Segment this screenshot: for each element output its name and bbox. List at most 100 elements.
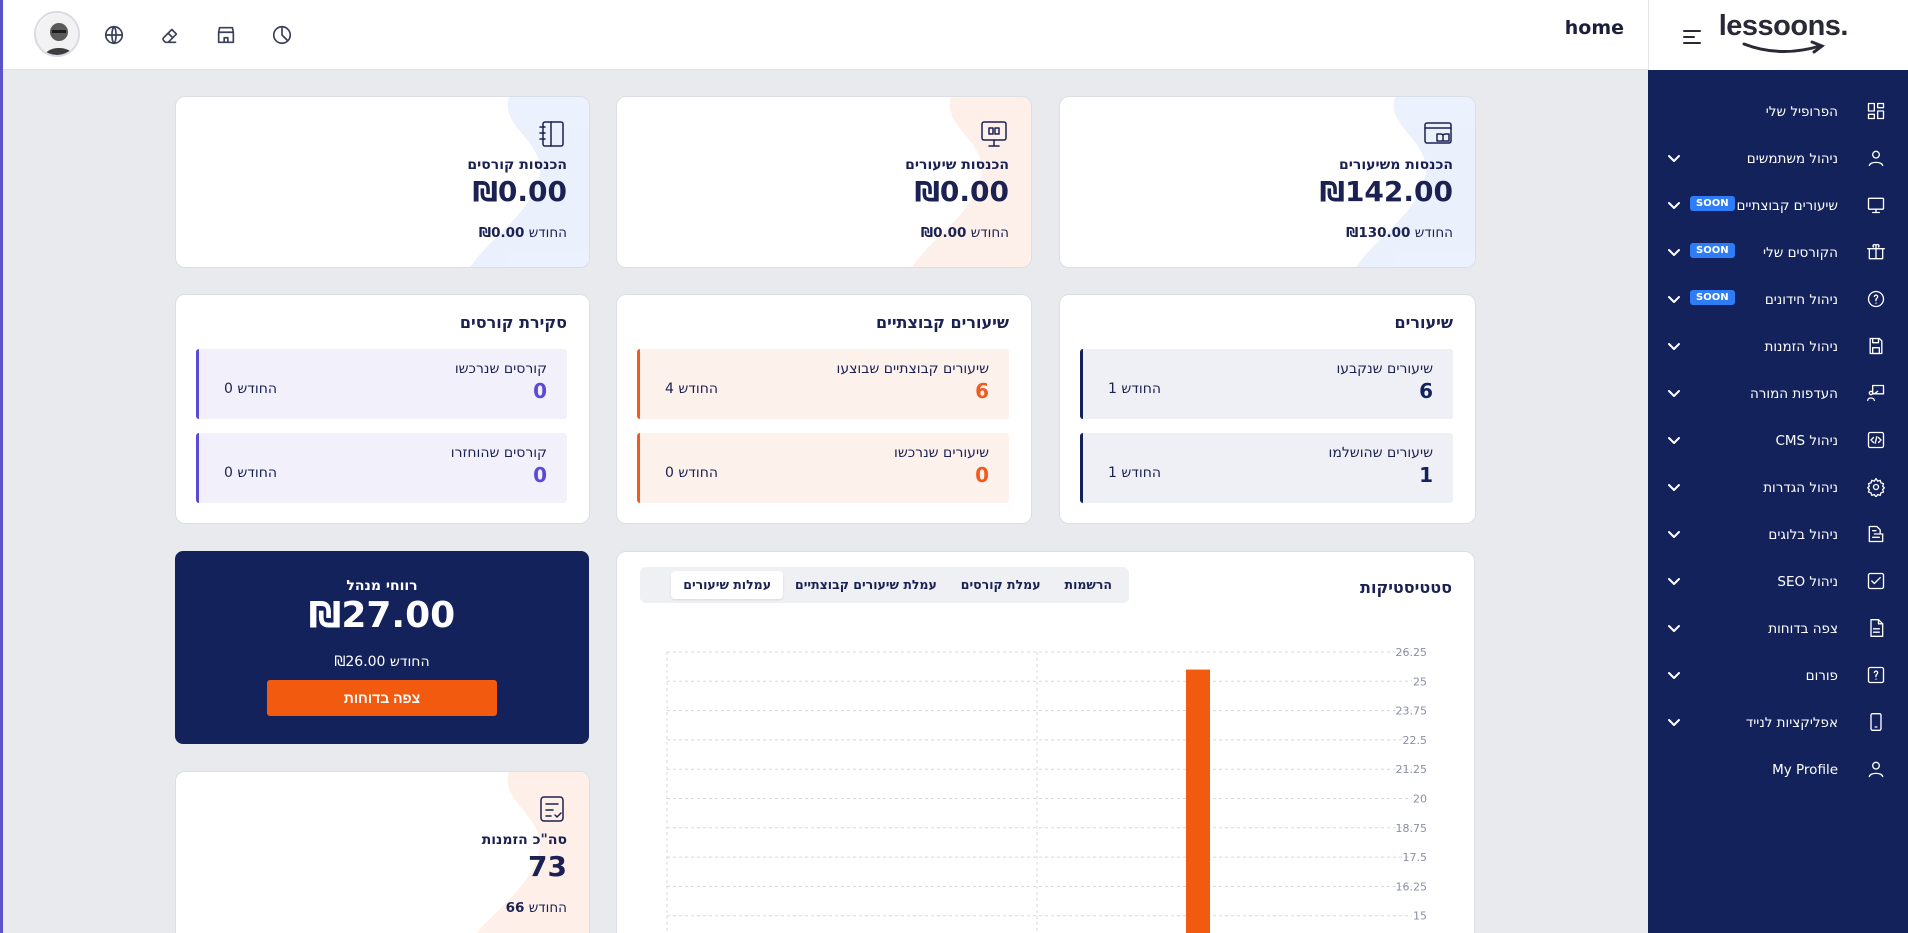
sidebar-item-9[interactable]: ניהול בלוגים xyxy=(1648,511,1908,558)
chevron-down-icon[interactable] xyxy=(1666,526,1682,542)
sidebar-item-label: ניהול CMS xyxy=(1775,432,1838,449)
sidebar-item-label: הפרופיל שלי xyxy=(1765,103,1838,120)
lessons-income-card: הכנסות משיעורים ₪142.00 החודש ₪130.00 xyxy=(1059,96,1476,268)
y-tick-label: 21.25 xyxy=(1396,763,1428,776)
window-edge xyxy=(0,0,3,933)
box-label: שיעורים שנקבעו xyxy=(1336,361,1433,377)
sidebar-item-label: ניהול חידונים xyxy=(1764,291,1838,308)
brand-logo[interactable]: lessoons. xyxy=(1718,10,1849,42)
chevron-down-icon[interactable] xyxy=(1666,432,1682,448)
sidebar-item-3[interactable]: הקורסים שלי SOON xyxy=(1648,229,1908,276)
tab-3[interactable]: הרשמות xyxy=(1064,577,1112,592)
eraser-icon[interactable] xyxy=(157,22,183,48)
avatar[interactable] xyxy=(34,11,80,57)
sidebar-item-label: שיעורים קבוצתיים xyxy=(1736,197,1838,214)
sidebar-item-14[interactable]: My Profile xyxy=(1648,746,1908,793)
chevron-down-icon[interactable] xyxy=(1666,338,1682,354)
file-icon xyxy=(1866,618,1886,638)
y-tick-label: 16.25 xyxy=(1396,880,1428,893)
sidebar-item-5[interactable]: ניהול הזמנות xyxy=(1648,323,1908,370)
tab-1[interactable]: עמלת שיעורים קבוצתיים xyxy=(795,577,937,592)
y-tick-label: 20 xyxy=(1413,793,1427,806)
tab-2[interactable]: עמלת קורסים xyxy=(960,577,1041,592)
profit-value: ₪27.00 xyxy=(308,595,456,636)
box-month: החודש 0 xyxy=(665,465,719,481)
card-decoration xyxy=(470,97,589,267)
sidebar-item-0[interactable]: הפרופיל שלי xyxy=(1648,88,1908,135)
chevron-down-icon[interactable] xyxy=(1666,620,1682,636)
chevron-down-icon[interactable] xyxy=(1666,714,1682,730)
chevron-down-icon[interactable] xyxy=(1666,150,1682,166)
stat-title: סה"כ הזמנות xyxy=(481,832,567,848)
y-tick-label: 22.5 xyxy=(1403,734,1428,747)
sidebar-item-2[interactable]: שיעורים קבוצתיים SOON xyxy=(1648,182,1908,229)
soon-badge: SOON xyxy=(1690,243,1735,258)
card-decoration xyxy=(477,772,589,933)
dashboard-icon xyxy=(1866,101,1886,121)
stat-month: החודש 66 xyxy=(505,900,567,916)
tab-0[interactable]: עמלות שיעורים xyxy=(671,571,784,599)
menu-toggle-icon[interactable] xyxy=(1681,26,1703,48)
view-reports-button[interactable]: צפה בדוחות xyxy=(267,680,497,716)
stat-month: החודש ₪0.00 xyxy=(478,225,567,241)
sidebar-item-1[interactable]: ניהול משתמשים xyxy=(1648,135,1908,182)
box-label: שיעורים שהושלמו xyxy=(1328,445,1433,461)
sidebar-item-13[interactable]: אפליקציות לנייד xyxy=(1648,699,1908,746)
user-icon xyxy=(1866,148,1886,168)
monitor-icon xyxy=(1866,195,1886,215)
courses-overview-card: סקירת קורסים קורסים שנרכשו 0 החודש 0 קור… xyxy=(175,294,590,524)
sidebar-item-6[interactable]: העדפות המורה xyxy=(1648,370,1908,417)
pie-chart-icon[interactable] xyxy=(269,22,295,48)
sidebar-item-8[interactable]: ניהול הגדרות xyxy=(1648,464,1908,511)
chevron-down-icon[interactable] xyxy=(1666,479,1682,495)
statistics-chart: 26.25 25 23.75 22.5 21.25 20 18.75 17.5 16.25 15 xyxy=(666,646,1428,933)
soon-badge: SOON xyxy=(1690,196,1735,211)
sidebar-item-label: פורום xyxy=(1805,667,1838,684)
box-label: קורסים שנרכשו xyxy=(454,361,547,377)
sidebar-item-label: ניהול הגדרות xyxy=(1763,479,1838,496)
monitor-book-icon xyxy=(979,119,1009,149)
stat-value: 73 xyxy=(528,850,567,883)
chevron-down-icon[interactable] xyxy=(1666,197,1682,213)
box-label: שיעורים קבוצתיים שבוצעו xyxy=(836,361,989,377)
y-tick-label: 26.25 xyxy=(1396,646,1428,659)
courses-refunded-box: קורסים שהוחזרו 0 החודש 0 xyxy=(196,433,567,503)
chart-bar[interactable] xyxy=(1186,669,1210,933)
profit-title: רווחי מנהל xyxy=(346,578,418,594)
store-icon[interactable] xyxy=(213,22,239,48)
save-icon xyxy=(1866,336,1886,356)
section-title: שיעורים xyxy=(1394,313,1453,332)
sidebar: lessoons. הפרופיל שלי ניהול משתמשים שיעורי… xyxy=(1648,0,1908,933)
courses-income-card: הכנסות קורסים ₪0.00 החודש ₪0.00 xyxy=(175,96,590,268)
teacher-icon xyxy=(1866,383,1886,403)
sidebar-item-4[interactable]: ניהול חידונים SOON xyxy=(1648,276,1908,323)
user-icon xyxy=(1866,759,1886,779)
sidebar-item-label: ניהול בלוגים xyxy=(1768,526,1838,543)
sidebar-item-11[interactable]: צפה בדוחות xyxy=(1648,605,1908,652)
stat-title: הכנסות משיעורים xyxy=(1339,157,1453,173)
checklist-icon xyxy=(537,794,567,824)
code-icon xyxy=(1866,430,1886,450)
soon-badge: SOON xyxy=(1690,290,1735,305)
box-month: החודש 0 xyxy=(224,465,278,481)
chevron-down-icon[interactable] xyxy=(1666,667,1682,683)
chevron-down-icon[interactable] xyxy=(1666,385,1682,401)
sidebar-item-10[interactable]: ניהול SEO xyxy=(1648,558,1908,605)
sidebar-item-7[interactable]: ניהול CMS xyxy=(1648,417,1908,464)
brand-smile-icon xyxy=(1742,40,1826,54)
blog-icon xyxy=(1866,524,1886,544)
y-tick-label: 25 xyxy=(1413,675,1427,688)
box-value: 0 xyxy=(533,463,547,487)
chevron-down-icon[interactable] xyxy=(1666,244,1682,260)
group-lessons-overview-card: שיעורים קבוצתיים שיעורים קבוצתיים שבוצעו… xyxy=(616,294,1032,524)
sidebar-item-label: הקורסים שלי xyxy=(1763,244,1838,261)
statistics-title: סטטיסטיקות xyxy=(1360,578,1452,597)
chevron-down-icon[interactable] xyxy=(1666,291,1682,307)
stat-value: ₪0.00 xyxy=(914,175,1009,208)
group-lessons-done-box: שיעורים קבוצתיים שבוצעו 6 החודש 4 xyxy=(637,349,1009,419)
globe-icon[interactable] xyxy=(101,22,127,48)
sidebar-item-12[interactable]: פורום xyxy=(1648,652,1908,699)
chevron-down-icon[interactable] xyxy=(1666,573,1682,589)
y-tick-label: 18.75 xyxy=(1396,822,1428,835)
box-icon xyxy=(1866,242,1886,262)
